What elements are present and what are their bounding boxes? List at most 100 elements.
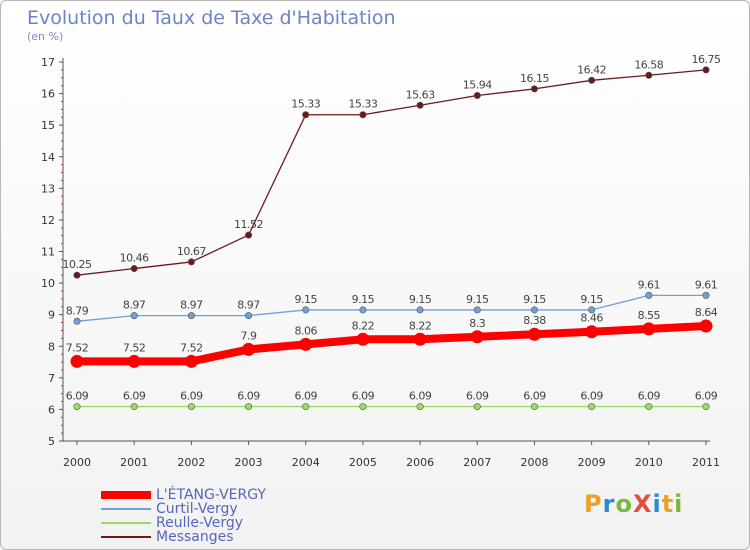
data-label: 16.58 [634, 58, 663, 71]
y-tick-label: 14 [41, 151, 55, 164]
data-label: 8.97 [237, 299, 260, 312]
data-point [413, 332, 427, 346]
x-tick-label: 2001 [120, 456, 148, 469]
data-point [245, 231, 253, 239]
data-point [130, 403, 138, 411]
legend-label: Curtil-Vergy [156, 501, 238, 517]
data-label: 11.52 [234, 218, 263, 231]
data-label: 6.09 [580, 390, 603, 403]
y-tick-label: 6 [48, 403, 55, 416]
legend-swatch [101, 536, 151, 538]
data-label: 6.09 [180, 390, 203, 403]
data-point [642, 322, 656, 336]
data-point [359, 403, 367, 411]
data-point [242, 342, 256, 356]
data-label: 9.15 [580, 293, 603, 306]
data-label: 6.09 [237, 390, 260, 403]
logo-letter: i [674, 490, 684, 518]
data-label: 6.09 [695, 390, 718, 403]
data-label: 6.09 [123, 390, 146, 403]
y-tick-label: 10 [41, 277, 55, 290]
data-point [588, 403, 596, 411]
data-point [702, 66, 710, 74]
data-label: 6.09 [352, 390, 375, 403]
y-tick-label: 16 [41, 88, 55, 101]
x-tick-label: 2004 [292, 456, 320, 469]
x-tick-label: 2002 [177, 456, 205, 469]
data-point [470, 330, 484, 344]
x-tick-label: 2003 [235, 456, 263, 469]
data-point [702, 403, 710, 411]
data-point [302, 403, 310, 411]
data-point [245, 312, 253, 320]
legend-label: L'ÉTANG-VERGY [156, 487, 266, 503]
series-line [76, 69, 707, 276]
data-point [299, 337, 313, 351]
data-label: 6.09 [409, 390, 432, 403]
data-label: 10.46 [120, 252, 149, 265]
data-point [702, 291, 710, 299]
data-point [530, 306, 538, 314]
data-label: 10.67 [177, 245, 206, 258]
y-tick-label: 13 [41, 182, 55, 195]
data-label: 10.25 [63, 258, 92, 271]
y-tick-label: 5 [48, 435, 55, 448]
data-label: 8.22 [409, 319, 432, 332]
data-label: 6.09 [523, 390, 546, 403]
data-point [588, 76, 596, 84]
data-point [359, 306, 367, 314]
chart-subtitle: (en %) [27, 30, 64, 43]
data-label: 7.52 [123, 341, 146, 354]
data-label: 8.46 [580, 312, 603, 325]
logo-letter: r [602, 490, 616, 518]
data-label: 8.22 [352, 319, 375, 332]
data-point [473, 91, 481, 99]
data-point [356, 332, 370, 346]
data-point [645, 291, 653, 299]
data-point [187, 312, 195, 320]
data-label: 6.09 [466, 390, 489, 403]
series-line [73, 322, 710, 366]
data-label: 8.38 [523, 314, 546, 327]
legend-label: Messanges [156, 529, 234, 545]
data-point [302, 306, 310, 314]
legend-label: Reulle-Vergy [156, 515, 243, 531]
y-tick-label: 15 [41, 119, 55, 132]
data-point [530, 85, 538, 93]
data-point [302, 111, 310, 119]
data-point [416, 403, 424, 411]
y-tick-label: 8 [48, 340, 55, 353]
data-label: 16.75 [692, 53, 721, 66]
logo-letter: i [652, 490, 662, 518]
x-tick-label: 2006 [406, 456, 434, 469]
data-point [588, 306, 596, 314]
x-tick-label: 2008 [520, 456, 548, 469]
data-label: 8.55 [638, 309, 661, 322]
data-label: 9.61 [638, 278, 661, 291]
data-label: 15.94 [463, 78, 492, 91]
data-label: 7.52 [180, 341, 203, 354]
data-label: 6.09 [638, 390, 661, 403]
data-point [585, 325, 599, 339]
data-point [473, 306, 481, 314]
data-label: 8.64 [695, 306, 718, 319]
y-tick-label: 7 [48, 372, 55, 385]
data-label: 9.15 [409, 293, 432, 306]
proxiti-logo: ProXiti [584, 490, 683, 518]
legend-swatch [101, 508, 151, 510]
y-tick-label: 9 [48, 309, 55, 322]
data-label: 8.97 [123, 299, 146, 312]
data-point [359, 111, 367, 119]
data-label: 8.06 [294, 324, 317, 337]
x-tick-label: 2011 [692, 456, 720, 469]
y-tick-label: 11 [41, 246, 55, 259]
data-point [473, 403, 481, 411]
data-point [245, 403, 253, 411]
y-tick-label: 17 [41, 56, 55, 69]
x-tick-label: 2007 [463, 456, 491, 469]
series-line [76, 294, 707, 322]
logo-letter: t [661, 490, 675, 518]
data-point [127, 354, 141, 368]
data-point [73, 403, 81, 411]
